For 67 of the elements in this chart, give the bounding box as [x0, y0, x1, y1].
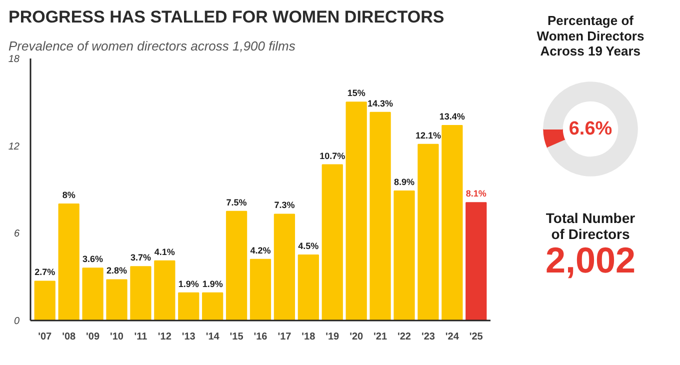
x-tick-label: '24: [445, 332, 460, 342]
x-tick-label: '19: [326, 332, 340, 342]
bar: [346, 102, 367, 320]
chart-title: Percentage of Women Directors Across 19 Years: [536, 13, 644, 58]
data-label: 2.8%: [106, 266, 128, 276]
x-tick-label: '21: [374, 332, 388, 342]
data-label: 3.7%: [130, 252, 151, 263]
bar: [58, 204, 80, 320]
data-label: 15%: [347, 88, 366, 98]
x-tick-label: '15: [230, 332, 244, 342]
bar: [274, 214, 296, 320]
x-tick-label: '10: [110, 332, 124, 342]
data-label: 10.7%: [320, 150, 346, 161]
data-label: 7.5%: [226, 197, 247, 208]
bar: [34, 280, 56, 320]
x-tick-label: '13: [182, 332, 196, 342]
x-tick-label: '08: [62, 332, 76, 342]
bar: [370, 112, 391, 320]
data-label: 4.5%: [298, 241, 319, 251]
x-tick-label: '16: [254, 332, 268, 342]
bar: [442, 124, 463, 320]
x-tick-label: '23: [421, 332, 436, 342]
chart-subtitle: Prevalence of women directors across 1,900 films: [8, 38, 296, 54]
bar: [394, 190, 415, 320]
data-label: 7.3%: [274, 200, 295, 210]
bar: [178, 292, 200, 320]
data-label: 14.3%: [368, 98, 394, 108]
data-label: 13.4%: [439, 111, 465, 122]
text: 2,002: [545, 239, 636, 280]
text: 6.6%: [568, 118, 612, 140]
bar: [202, 292, 224, 320]
data-label: 1.9%: [178, 278, 199, 289]
x-tick-label: '09: [86, 332, 100, 342]
data-label: 4.2%: [250, 245, 271, 256]
bar: [82, 268, 104, 320]
text: Total Number of Directors: [546, 210, 636, 242]
data-label: 8.9%: [394, 176, 415, 187]
x-tick-label: '07: [38, 332, 52, 342]
y-tick-label: 6: [14, 228, 20, 240]
y-tick-label: 12: [8, 141, 20, 152]
y-tick-label: 0: [14, 316, 20, 327]
bar: [154, 260, 176, 320]
bar: [418, 144, 439, 320]
bar: [106, 279, 128, 320]
bar: [298, 254, 319, 320]
data-label: 8.1%: [466, 188, 486, 199]
data-label: 1.9%: [202, 278, 223, 289]
x-tick-label: '11: [134, 332, 148, 342]
x-tick-label: '22: [398, 332, 412, 342]
bar: [322, 164, 343, 320]
bar: [226, 210, 248, 320]
x-tick-label: '20: [350, 332, 364, 342]
chart-title: PROGRESS HAS STALLED FOR WOMEN DIRECTORS: [8, 8, 444, 26]
data-label: 2.7%: [34, 267, 56, 278]
bar: [466, 202, 487, 320]
x-tick-label: '12: [158, 332, 172, 342]
x-tick-label: '18: [302, 332, 316, 342]
x-tick-label: '25: [469, 332, 484, 342]
y-tick-label: 18: [8, 54, 20, 65]
bar: [130, 266, 152, 320]
data-label: 8%: [62, 190, 76, 200]
data-label: 3.6%: [82, 254, 104, 264]
bar: [250, 258, 272, 320]
x-tick-label: '17: [278, 332, 292, 342]
x-tick-label: '14: [206, 332, 220, 342]
data-label: 12.1%: [415, 130, 441, 140]
data-label: 4.1%: [154, 246, 175, 257]
